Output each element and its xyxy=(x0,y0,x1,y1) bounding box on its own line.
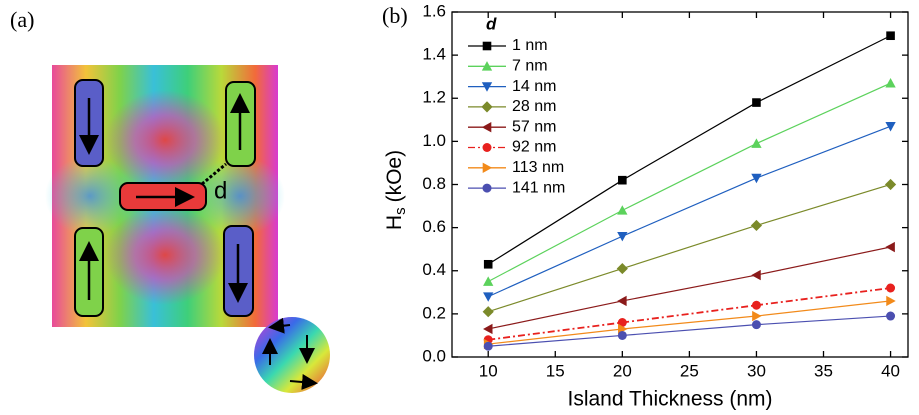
legend-label: 141 nm xyxy=(512,179,565,196)
data-point xyxy=(751,138,762,148)
series-line xyxy=(488,183,891,313)
x-axis-title: Island Thickness (nm) xyxy=(567,388,772,411)
y-tick-label: 0.2 xyxy=(422,303,446,322)
legend-marker xyxy=(482,41,492,51)
series-line xyxy=(488,287,891,341)
y-axis-title-sub: s xyxy=(392,207,409,215)
data-point xyxy=(884,178,897,191)
data-point xyxy=(617,318,627,327)
series-line xyxy=(487,82,891,283)
legend-label: 113 nm xyxy=(512,159,564,176)
series-line xyxy=(488,246,891,330)
legend-label: 1 nm xyxy=(512,37,548,54)
legend-marker xyxy=(481,82,493,92)
legend-label: 14 nm xyxy=(512,78,556,95)
data-point xyxy=(752,310,762,322)
data-point xyxy=(885,241,895,253)
legend-marker xyxy=(482,183,492,193)
data-point xyxy=(750,219,763,232)
y-axis-title-unit: (kOe) xyxy=(383,150,406,203)
data-point xyxy=(483,259,493,269)
data-point xyxy=(618,175,627,185)
data-point xyxy=(483,276,494,286)
data-point xyxy=(617,205,628,215)
y-tick-label: 1.2 xyxy=(422,88,446,107)
data-point xyxy=(617,330,627,340)
data-point xyxy=(752,98,761,107)
data-point xyxy=(483,341,493,351)
data-point xyxy=(482,306,494,318)
x-tick-label: 10 xyxy=(479,361,498,380)
magnetization-map xyxy=(45,65,330,393)
x-tick-label: 40 xyxy=(881,361,900,380)
legend-title: d xyxy=(486,14,497,33)
legend-marker xyxy=(481,61,493,71)
x-tick-label: 15 xyxy=(546,361,565,380)
y-axis-title-main: H xyxy=(383,215,406,230)
y-tick-label: 0.0 xyxy=(422,346,446,365)
y-tick-label: 1.4 xyxy=(422,45,446,64)
y-axis-title: Hs (kOe) xyxy=(383,150,409,230)
legend-marker xyxy=(482,162,493,173)
data-point xyxy=(751,320,761,330)
data-point xyxy=(751,173,762,184)
data-point xyxy=(886,311,896,321)
x-tick-label: 20 xyxy=(613,361,632,380)
data-point xyxy=(617,231,628,242)
series-line xyxy=(488,300,891,345)
x-tick-label: 25 xyxy=(680,361,699,380)
legend-marker xyxy=(482,143,492,152)
legend-marker xyxy=(481,122,492,133)
series-line xyxy=(488,315,891,347)
y-tick-label: 1.6 xyxy=(422,1,446,20)
legend-label: 92 nm xyxy=(512,139,556,156)
y-tick-label: 0.8 xyxy=(422,174,446,193)
gap-label: d xyxy=(214,177,227,204)
series-line xyxy=(487,125,891,298)
legend-label: 7 nm xyxy=(512,58,548,75)
data-point xyxy=(885,121,896,132)
data-point xyxy=(483,292,494,302)
data-point xyxy=(751,300,761,310)
x-tick-label: 30 xyxy=(747,361,766,380)
data-point xyxy=(886,295,896,307)
y-tick-label: 0.6 xyxy=(422,217,446,236)
y-tick-label: 1.0 xyxy=(422,131,446,150)
data-point xyxy=(885,77,896,88)
y-tick-label: 0.4 xyxy=(422,260,446,279)
data-point xyxy=(886,31,895,41)
data-point xyxy=(751,269,761,281)
data-point xyxy=(483,323,493,335)
legend-label: 57 nm xyxy=(512,118,556,135)
x-tick-label: 35 xyxy=(814,361,833,380)
panel-label: (a) xyxy=(10,7,34,32)
panel-label: (b) xyxy=(382,3,408,28)
legend-marker xyxy=(481,101,493,113)
data-point xyxy=(886,283,896,293)
legend-label: 28 nm xyxy=(512,98,556,115)
data-point xyxy=(616,263,628,275)
data-point xyxy=(617,295,627,307)
series-line xyxy=(487,35,891,265)
